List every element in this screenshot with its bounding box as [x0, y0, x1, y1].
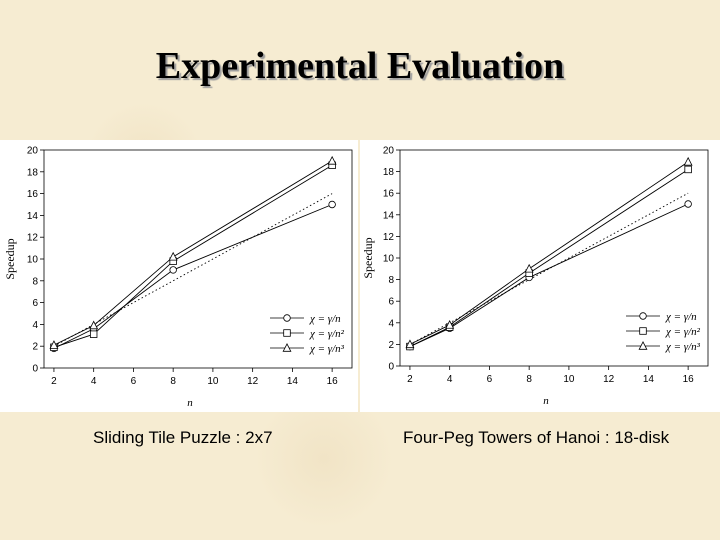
- x-tick-label: 4: [91, 376, 97, 387]
- legend-marker-circle: [639, 312, 647, 320]
- x-tick-label: 8: [170, 376, 176, 387]
- linear-speedup-reference-line: [409, 192, 689, 345]
- linear-speedup-reference-line: [53, 193, 333, 347]
- chart-sliding-tile: 0 2 4 6 8 10 12 14 16 18 20 2 4 6 8 10 12 14 16 Speedup n χ =…: [3, 146, 353, 409]
- data-point-triangle: [524, 263, 534, 273]
- slide-title: Experimental Evaluation: [155, 45, 565, 87]
- series-line-triangle: [53, 160, 333, 346]
- data-point-triangle: [445, 319, 455, 329]
- legend-label: χ = γ/n: [665, 311, 697, 323]
- x-tick-label: 4: [447, 374, 453, 385]
- x-axis-label: n: [187, 397, 193, 409]
- caption-towers-of-hanoi: Four-Peg Towers of Hanoi : 18-disk: [403, 428, 670, 447]
- x-tick-label: 2: [407, 374, 413, 385]
- legend-marker-square: [639, 327, 647, 335]
- data-point-circle: [169, 266, 177, 274]
- data-point-square: [684, 165, 692, 174]
- legend-label: χ = γ/n²: [665, 326, 701, 338]
- legend-label: χ = γ/n: [309, 313, 341, 325]
- legend-marker-triangle: [282, 343, 292, 352]
- legend-marker-circle: [283, 314, 291, 322]
- y-tick-label: 16: [383, 189, 395, 200]
- y-axis-label: Speedup: [361, 237, 375, 278]
- y-tick-label: 16: [27, 189, 39, 200]
- data-point-triangle: [89, 320, 99, 330]
- y-tick-label: 8: [32, 276, 38, 287]
- y-tick-label: 10: [27, 255, 39, 266]
- x-tick-label: 6: [131, 376, 137, 387]
- data-point-circle: [684, 200, 692, 208]
- y-tick-label: 12: [27, 233, 39, 244]
- y-tick-label: 0: [32, 364, 38, 375]
- series-line-square: [409, 169, 689, 347]
- x-tick-label: 12: [603, 374, 615, 385]
- plot-frame: [399, 149, 709, 367]
- y-tick-label: 18: [383, 167, 395, 178]
- data-point-triangle: [405, 339, 415, 349]
- y-tick-label: 14: [383, 210, 395, 221]
- caption-sliding-tile: Sliding Tile Puzzle : 2x7: [93, 428, 273, 447]
- x-axis-label: n: [543, 395, 549, 407]
- x-tick-label: 10: [563, 374, 575, 385]
- data-point-triangle: [327, 155, 337, 165]
- chart-towers-of-hanoi: 0 2 4 6 8 10 12 14 16 18 20 2 4 6 8 10 12 14 16 Speedup n χ =…: [361, 146, 709, 407]
- x-tick-label: 10: [207, 376, 219, 387]
- y-tick-label: 10: [383, 254, 395, 265]
- y-axis-label: Speedup: [3, 238, 17, 279]
- y-tick-label: 4: [32, 320, 38, 331]
- legend-label: χ = γ/n³: [665, 341, 701, 353]
- x-tick-label: 16: [327, 376, 339, 387]
- y-tick-label: 8: [388, 275, 394, 286]
- x-tick-label: 12: [247, 376, 259, 387]
- y-tick-label: 4: [388, 318, 394, 329]
- y-tick-label: 20: [27, 146, 39, 157]
- x-tick-label: 16: [683, 374, 695, 385]
- x-tick-label: 14: [643, 374, 655, 385]
- x-tick-label: 6: [487, 374, 493, 385]
- chart-panel-sliding-tile: 0 2 4 6 8 10 12 14 16 18 20 2 4 6 8 10 12 14 16 Speedup n χ =…: [0, 140, 358, 412]
- data-point-circle: [328, 200, 336, 209]
- chart-panel-towers-of-hanoi: 0 2 4 6 8 10 12 14 16 18 20 2 4 6 8 10 12 14 16 Speedup n χ =…: [360, 140, 720, 412]
- legend-label: χ = γ/n²: [309, 328, 345, 340]
- legend-marker-square: [283, 329, 291, 337]
- y-tick-label: 2: [388, 340, 394, 351]
- series-line-triangle: [409, 161, 689, 345]
- x-tick-label: 8: [526, 374, 532, 385]
- data-point-triangle: [49, 340, 59, 349]
- data-point-triangle: [168, 251, 178, 261]
- data-point-triangle: [683, 156, 693, 166]
- y-tick-label: 6: [32, 298, 38, 309]
- y-tick-label: 6: [388, 297, 394, 308]
- y-tick-label: 12: [383, 232, 395, 243]
- y-tick-label: 2: [32, 342, 38, 353]
- y-tick-label: 18: [27, 167, 39, 178]
- series-line-square: [53, 164, 333, 348]
- legend-marker-triangle: [638, 341, 648, 350]
- y-tick-label: 0: [388, 362, 394, 373]
- y-tick-label: 20: [383, 146, 395, 157]
- series-line-circle: [53, 204, 333, 349]
- data-point-square: [89, 330, 98, 338]
- series-line-circle: [409, 203, 689, 347]
- y-tick-label: 14: [27, 211, 39, 222]
- legend-label: χ = γ/n³: [309, 343, 345, 355]
- x-tick-label: 14: [287, 376, 299, 387]
- x-tick-label: 2: [51, 376, 57, 387]
